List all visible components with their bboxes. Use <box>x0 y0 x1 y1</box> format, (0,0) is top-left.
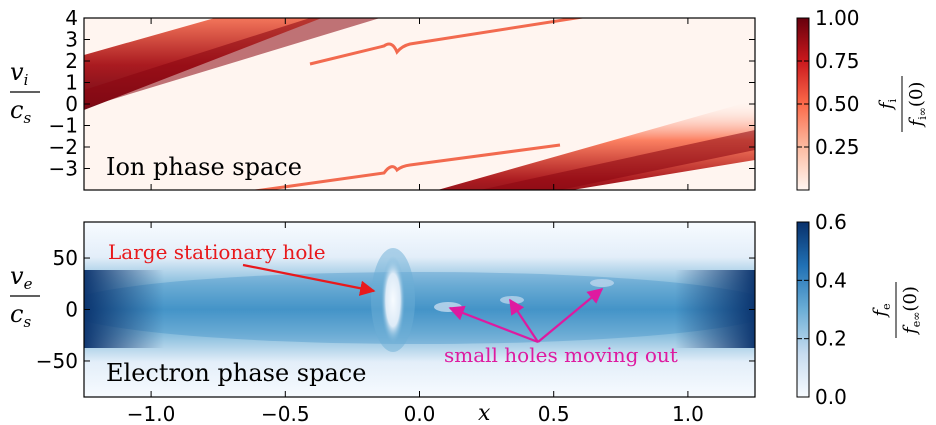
electron-background <box>84 222 755 397</box>
colorbar-tick-label: 0.25 <box>815 135 860 159</box>
y-tick-label: −1 <box>49 114 78 138</box>
ion-heatmap <box>84 18 755 190</box>
y-tick-label: 50 <box>53 246 78 270</box>
ion-ylabel-den: cs <box>10 96 31 127</box>
ion-band-right <box>437 100 755 190</box>
ion-y-label: vi cs <box>10 58 40 127</box>
stationary-hole <box>381 256 405 344</box>
x-tick-label: −0.5 <box>261 402 310 425</box>
electron-ylabel-den: cs <box>10 300 31 331</box>
ion-colorbar-label: fi fi∞(0) <box>876 76 929 132</box>
y-tick-label: −2 <box>49 135 78 159</box>
x-tick-label: 0.5 <box>538 402 570 425</box>
electron-panel: 50 0 −50 −1.0 −0.5 0.0 0.5 1.0 Electron phase … <box>10 210 923 425</box>
ion-band-right-core <box>480 130 755 190</box>
ion-panel-title: Ion phase space <box>106 153 302 181</box>
electron-panel-title: Electron phase space <box>106 359 366 387</box>
y-tick-label: 0 <box>65 92 78 116</box>
electron-x-axis: −1.0 −0.5 0.0 0.5 1.0 <box>127 222 704 425</box>
annotation-large-hole: Large stationary hole <box>108 240 326 264</box>
colorbar-tick-label: 0.4 <box>815 268 847 292</box>
arrow-small-hole-2 <box>509 298 539 343</box>
ion-ylabel-num: vi <box>10 58 29 89</box>
colorbar-tick-label: 0.75 <box>815 49 860 73</box>
y-tick-label: 4 <box>65 6 78 30</box>
svg-text:fi∞(0): fi∞(0) <box>906 82 929 129</box>
electron-edge-right <box>675 270 755 348</box>
ion-beam-lower <box>251 143 561 190</box>
x-tick-label: 0.0 <box>404 402 436 425</box>
small-hole-3 <box>590 279 614 287</box>
svg-text:fi: fi <box>876 98 899 111</box>
y-tick-label: 3 <box>65 28 78 52</box>
electron-y-axis: 50 0 −50 <box>36 246 755 373</box>
y-tick-label: 0 <box>65 298 78 322</box>
colorbar-tick-label: 0.50 <box>815 92 860 116</box>
y-tick-label: −50 <box>36 349 78 373</box>
ion-beam-upper <box>309 18 586 66</box>
colorbar-tick-label: 1.00 <box>815 6 860 30</box>
electron-colorbar-ticks: 0.6 0.4 0.2 0.0 <box>797 210 847 409</box>
arrow-large-hole <box>242 263 376 296</box>
electron-ylabel-num: ve <box>10 262 33 293</box>
electron-edge-left <box>84 270 164 348</box>
arrow-small-hole-3 <box>537 288 604 343</box>
ion-x-ticks <box>150 18 689 190</box>
electron-colorbar <box>796 221 810 398</box>
y-tick-label: 1 <box>65 71 78 95</box>
ion-band-left-core <box>84 18 380 108</box>
y-tick-label: −3 <box>49 157 78 181</box>
colorbar-tick-label: 0.2 <box>815 327 847 351</box>
x-tick-label: 1.0 <box>672 402 704 425</box>
y-tick-label: 2 <box>65 49 78 73</box>
arrow-small-hole-1 <box>448 305 539 344</box>
electron-colorbar-label: fe fe∞(0) <box>870 282 923 338</box>
electron-y-label: ve cs <box>10 262 40 331</box>
svg-text:fe∞(0): fe∞(0) <box>900 286 923 336</box>
x-axis-label: x <box>478 401 491 425</box>
colorbar-tick-label: 0.0 <box>815 385 847 409</box>
x-tick-label: −1.0 <box>127 402 176 425</box>
svg-text:fe: fe <box>870 303 893 318</box>
electron-core <box>84 272 755 344</box>
colorbar-tick-label: 0.6 <box>815 210 847 234</box>
ion-colorbar-ticks: 1.00 0.75 0.50 0.25 <box>797 6 860 159</box>
annotation-small-holes: small holes moving out <box>444 343 678 367</box>
